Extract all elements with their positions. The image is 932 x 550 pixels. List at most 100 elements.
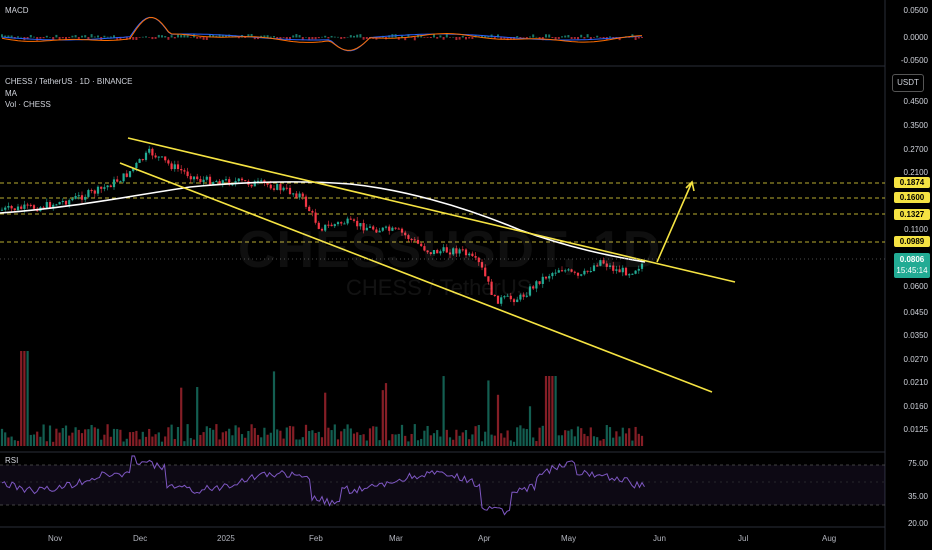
rsi-title[interactable]: RSI (5, 456, 19, 465)
candle-body (122, 173, 125, 182)
candle-body (71, 198, 74, 201)
macd-histogram-bar (279, 37, 282, 40)
volume-bar (135, 430, 138, 446)
candle-body (16, 206, 20, 211)
volume-bar (144, 436, 148, 446)
volume-bar (253, 428, 256, 446)
macd-histogram-bar (113, 35, 115, 38)
candle-body (244, 180, 247, 182)
macd-histogram-bar (103, 35, 106, 38)
candle-body (253, 181, 256, 187)
volume-bar (234, 425, 237, 446)
volume-bar (244, 437, 247, 446)
volume-bar (346, 424, 349, 446)
candle-body (602, 260, 605, 264)
volume-bar (448, 437, 452, 446)
macd-histogram-bar (484, 35, 487, 38)
macd-histogram-bar (212, 34, 215, 38)
volume-bar (170, 424, 173, 446)
volume-bar (276, 429, 279, 446)
macd-histogram-bar (39, 37, 42, 39)
rsi-scale-label: 20.00 (907, 519, 928, 528)
candle-body (42, 207, 45, 209)
macd-histogram-bar (145, 36, 147, 38)
volume-bar (365, 440, 368, 446)
volume-bar (410, 433, 413, 446)
macd-histogram-bar (81, 35, 83, 38)
candle-body (20, 206, 23, 209)
candle-body (84, 196, 87, 200)
macd-histogram-bar (71, 35, 74, 38)
volume-bar (404, 435, 407, 446)
candle-body (282, 187, 285, 191)
level-tag[interactable]: 0.1600 (894, 192, 930, 203)
candle-body (333, 224, 336, 227)
candle-body (637, 268, 640, 271)
macd-scale-label: 0.0500 (903, 6, 928, 15)
candle-body (503, 296, 506, 298)
volume-bar (39, 436, 42, 446)
macd-histogram-bar (285, 37, 288, 40)
macd-histogram-bar (324, 35, 327, 38)
rsi-line (1, 455, 645, 516)
level-tag[interactable]: 0.1874 (894, 177, 930, 188)
projection-arrow[interactable] (656, 181, 693, 263)
currency-button[interactable]: USDT (892, 74, 924, 92)
candle-body (308, 206, 311, 212)
watermark-symbol: CHESSUSDT, 1D (238, 221, 662, 279)
volume-bar (535, 441, 538, 446)
candle-body (551, 273, 554, 277)
candle-body (426, 250, 429, 253)
candle-body (346, 218, 349, 224)
candle-body (116, 179, 119, 182)
macd-histogram-bar (519, 37, 522, 39)
candle-body (621, 267, 624, 273)
volume-bar (384, 383, 388, 446)
volume-bar (445, 429, 448, 446)
macd-histogram-bar (209, 34, 211, 38)
candle-body (596, 265, 599, 267)
volume-bar (394, 434, 397, 446)
macd-title[interactable]: MACD (5, 6, 29, 15)
level-tag[interactable]: 0.0989 (894, 236, 930, 247)
lower-trendline[interactable] (119, 162, 713, 393)
candle-body (212, 182, 215, 185)
macd-histogram-bar (346, 36, 349, 38)
ma-indicator-label[interactable]: MA (5, 89, 17, 98)
volume-bar (4, 432, 7, 446)
upper-trendline[interactable] (127, 137, 736, 283)
volume-bars (0, 351, 644, 446)
volume-indicator-label[interactable]: Vol · CHESS (5, 100, 51, 109)
macd-histogram-bar (257, 37, 259, 40)
candle-body (215, 181, 218, 183)
volume-bar (391, 434, 394, 446)
volume-bar (116, 429, 119, 446)
macd-histogram-bar (356, 34, 359, 38)
candle-body (404, 232, 407, 236)
candle-body (516, 299, 519, 303)
volume-bar (119, 429, 122, 446)
candle-body (365, 227, 368, 231)
volume-bar (176, 426, 180, 446)
macd-histogram-bar (353, 35, 355, 38)
volume-bar (586, 436, 589, 446)
candle-body (196, 176, 199, 180)
volume-bar (413, 424, 416, 446)
candle-body (0, 209, 4, 211)
symbol-title[interactable]: CHESS / TetherUS · 1D · BINANCE (5, 77, 133, 86)
candle-body (506, 295, 509, 297)
volume-bar (330, 430, 333, 446)
macd-histogram-bar (503, 37, 506, 39)
candle-body (109, 185, 112, 188)
macd-histogram-bar (161, 35, 163, 38)
candle-body (189, 176, 192, 180)
volume-bar (122, 441, 125, 446)
candle-body (13, 208, 16, 211)
level-tag[interactable]: 0.1327 (894, 209, 930, 220)
volume-bar (109, 436, 112, 446)
macd-histogram-bar (132, 37, 135, 40)
macd-histogram-bar (164, 36, 167, 38)
volume-bar (48, 425, 52, 446)
macd-histogram-bar (61, 37, 64, 39)
